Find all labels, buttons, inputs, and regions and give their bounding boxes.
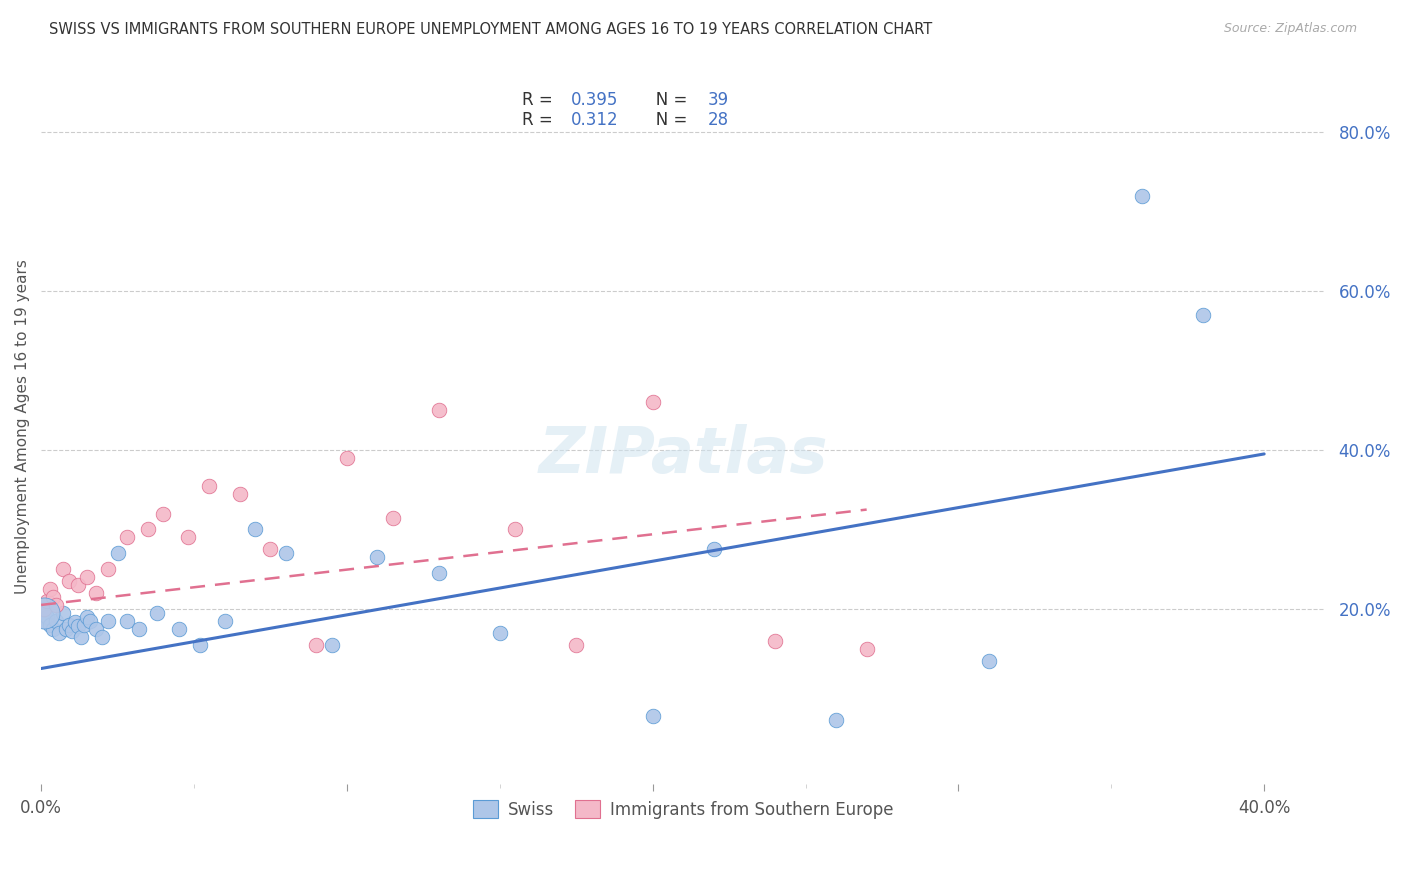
- Point: [51, 606, 73, 620]
- Point: [152, 507, 174, 521]
- Legend: Swiss, Immigrants from Southern Europe: Swiss, Immigrants from Southern Europe: [467, 794, 900, 825]
- Point: [128, 622, 150, 636]
- Text: N =: N =: [640, 90, 692, 109]
- Point: [214, 614, 236, 628]
- Point: [58, 617, 80, 632]
- Text: R =: R =: [522, 112, 558, 129]
- Point: [45, 598, 67, 612]
- Point: [336, 450, 359, 465]
- Point: [427, 403, 450, 417]
- Point: [37, 594, 59, 608]
- Point: [42, 622, 65, 636]
- Point: [641, 709, 664, 723]
- Y-axis label: Unemployment Among Ages 16 to 19 years: Unemployment Among Ages 16 to 19 years: [15, 259, 30, 593]
- Point: [107, 546, 129, 560]
- Point: [32, 606, 55, 620]
- Text: Source: ZipAtlas.com: Source: ZipAtlas.com: [1223, 22, 1357, 36]
- Text: 0.395: 0.395: [571, 90, 617, 109]
- Point: [115, 614, 138, 628]
- Text: R =: R =: [522, 90, 558, 109]
- Text: N =: N =: [640, 112, 692, 129]
- Point: [32, 614, 55, 628]
- Point: [274, 546, 297, 560]
- Point: [58, 574, 80, 588]
- Point: [39, 582, 62, 596]
- Point: [565, 638, 588, 652]
- Point: [70, 630, 93, 644]
- Point: [55, 622, 77, 636]
- Point: [37, 610, 59, 624]
- Point: [977, 654, 1000, 668]
- Point: [243, 523, 266, 537]
- Point: [1192, 308, 1215, 322]
- Point: [73, 617, 96, 632]
- Point: [76, 570, 98, 584]
- Point: [229, 486, 252, 500]
- Point: [381, 510, 404, 524]
- Point: [366, 550, 388, 565]
- Point: [321, 638, 343, 652]
- Text: ZIPatlas: ZIPatlas: [538, 424, 828, 486]
- Point: [198, 479, 221, 493]
- Point: [97, 562, 120, 576]
- Point: [76, 610, 98, 624]
- Point: [641, 395, 664, 409]
- Point: [146, 606, 169, 620]
- Point: [97, 614, 120, 628]
- Point: [136, 523, 159, 537]
- Point: [488, 625, 510, 640]
- Point: [703, 542, 725, 557]
- Point: [66, 578, 89, 592]
- Point: [60, 624, 83, 639]
- Point: [1130, 188, 1153, 202]
- Text: 0.312: 0.312: [571, 112, 619, 129]
- Point: [188, 638, 211, 652]
- Text: 39: 39: [707, 90, 730, 109]
- Point: [763, 633, 786, 648]
- Point: [825, 713, 848, 727]
- Text: 28: 28: [707, 112, 730, 129]
- Point: [79, 614, 101, 628]
- Point: [855, 641, 877, 656]
- Point: [84, 586, 107, 600]
- Point: [48, 625, 70, 640]
- Point: [45, 614, 67, 628]
- Point: [91, 630, 114, 644]
- Point: [177, 530, 200, 544]
- Point: [427, 566, 450, 581]
- Point: [63, 615, 86, 630]
- Point: [39, 617, 62, 632]
- Point: [259, 542, 281, 557]
- Point: [115, 530, 138, 544]
- Point: [32, 602, 55, 616]
- Point: [84, 622, 107, 636]
- Point: [66, 619, 89, 633]
- Point: [42, 590, 65, 604]
- Point: [51, 562, 73, 576]
- Point: [167, 622, 190, 636]
- Text: SWISS VS IMMIGRANTS FROM SOUTHERN EUROPE UNEMPLOYMENT AMONG AGES 16 TO 19 YEARS : SWISS VS IMMIGRANTS FROM SOUTHERN EUROPE…: [49, 22, 932, 37]
- Point: [503, 523, 526, 537]
- Point: [305, 638, 328, 652]
